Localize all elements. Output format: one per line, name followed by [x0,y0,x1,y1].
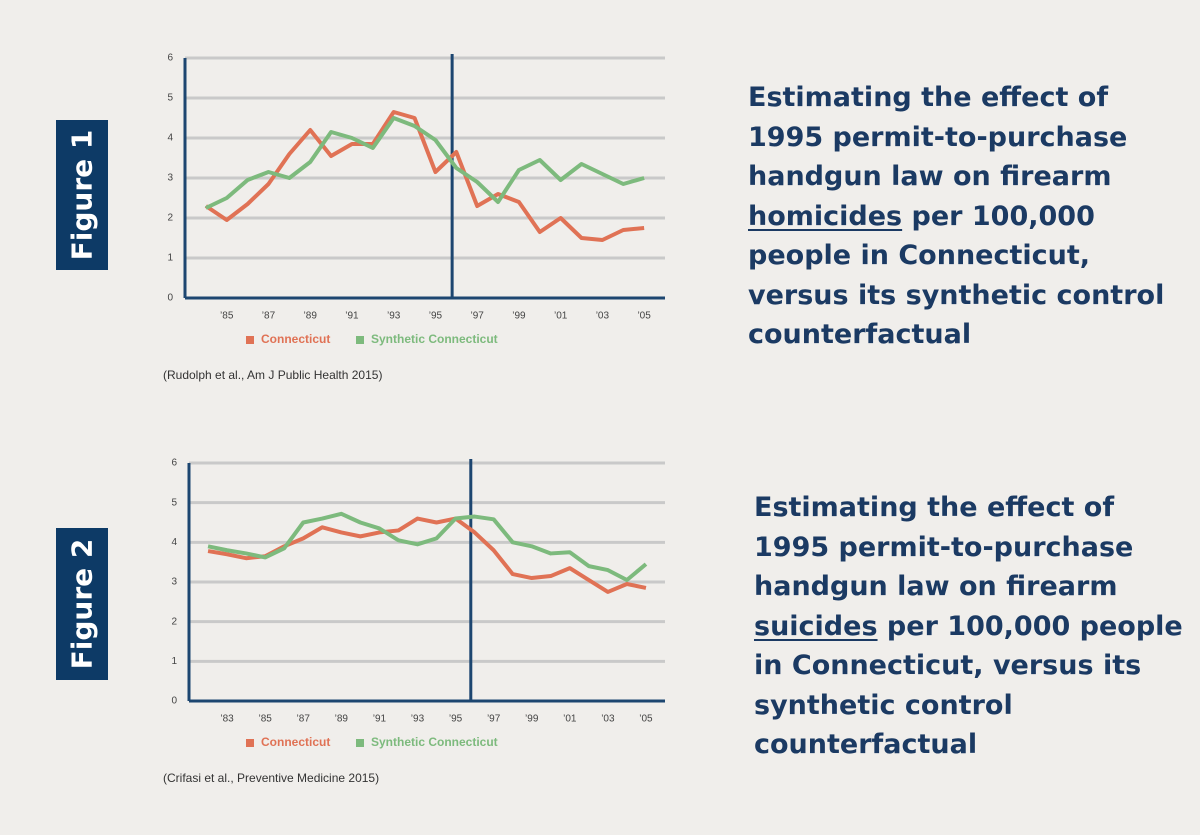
x-tick-label: ’95 [449,714,463,725]
y-tick-label: 4 [171,537,177,548]
text: per 100,000 people in Connecticut, versu… [748,200,1165,351]
x-tick-label: ’89 [335,714,349,725]
y-tick-label: 2 [171,616,177,627]
citation: (Rudolph et al., Am J Public Health 2015… [163,368,382,382]
x-tick-label: ’95 [429,311,443,322]
figure-label: Figure 1 [65,129,99,261]
y-tick-label: 4 [167,133,173,144]
line-series [207,511,648,583]
legend-label: Connecticut [261,332,330,346]
legend-swatch [356,336,364,344]
x-tick-label: ’93 [387,311,401,322]
x-tick-label: ’87 [297,714,311,725]
x-tick-label: ’93 [411,714,425,725]
text: Estimating the effect of 1995 permit-to-… [754,492,1134,602]
y-tick-label: 3 [171,577,177,588]
legend-label: Synthetic Connecticut [371,332,498,346]
x-tick-label: ’83 [220,714,234,725]
legend-swatch [246,739,254,747]
figure-label-box: Figure 2 [56,528,108,680]
y-tick-label: 5 [167,93,173,104]
text: per 100,000 people in Connecticut, versu… [754,610,1183,761]
y-tick-label: 1 [167,253,173,264]
underlined-text: suicides [754,610,878,642]
legend-label: Synthetic Connecticut [371,735,498,749]
x-tick-label: ’97 [470,311,484,322]
x-tick-label: ’05 [639,714,653,725]
legend-swatch [356,739,364,747]
x-tick-label: ’89 [304,311,318,322]
x-tick-label: ’99 [512,311,526,322]
y-tick-label: 0 [171,696,177,707]
x-tick-label: ’87 [262,311,276,322]
x-tick-label: ’01 [554,311,568,322]
x-tick-label: ’01 [563,714,577,725]
x-tick-label: ’97 [487,714,501,725]
y-tick-label: 5 [171,497,177,508]
y-tick-label: 2 [167,213,173,224]
legend-label: Connecticut [261,735,330,749]
line-series [204,110,645,242]
x-tick-label: ’03 [596,311,610,322]
figure-label-box: Figure 1 [56,120,108,270]
text: Estimating the effect of 1995 permit-to-… [748,82,1128,192]
y-tick-label: 1 [171,656,177,667]
y-tick-label: 6 [171,458,177,469]
y-tick-label: 3 [167,173,173,184]
x-tick-label: ’05 [637,311,651,322]
description: Estimating the effect of 1995 permit-to-… [754,488,1184,765]
x-tick-label: ’99 [525,714,539,725]
figure-label: Figure 2 [65,538,99,670]
x-tick-label: ’85 [220,311,234,322]
underlined-text: homicides [748,200,903,232]
x-tick-label: ’91 [345,311,359,322]
line-series [205,116,645,210]
x-tick-label: ’91 [373,714,387,725]
citation: (Crifasi et al., Preventive Medicine 201… [163,771,379,785]
x-tick-label: ’85 [258,714,272,725]
y-tick-label: 0 [167,293,173,304]
legend-swatch [246,336,254,344]
description: Estimating the effect of 1995 permit-to-… [748,78,1178,355]
y-tick-label: 6 [167,53,173,64]
x-tick-label: ’03 [601,714,615,725]
